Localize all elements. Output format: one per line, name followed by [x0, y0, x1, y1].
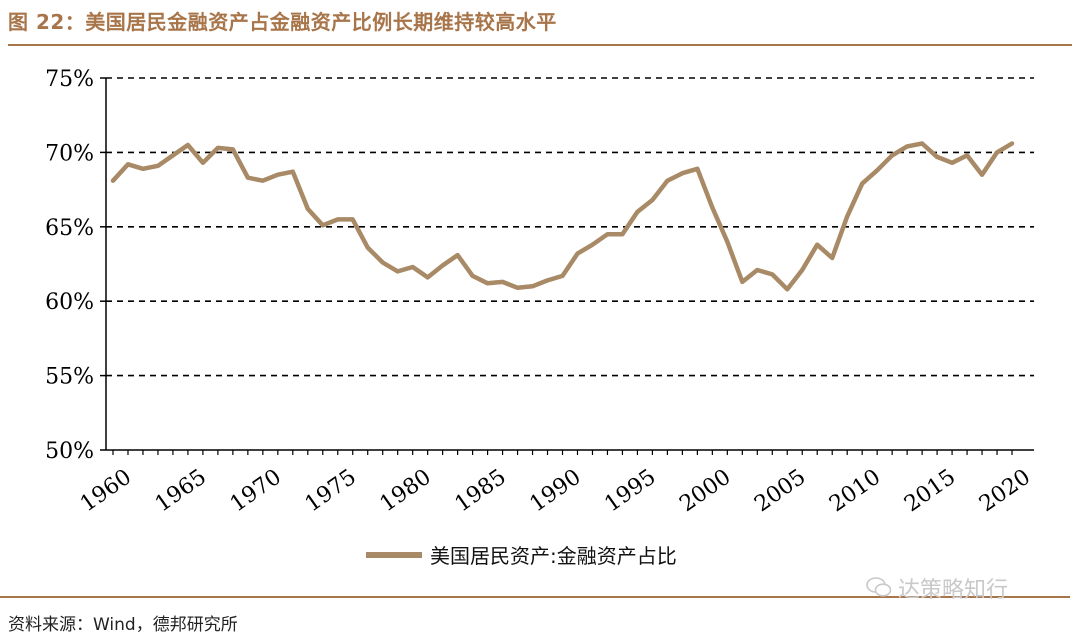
- x-tick-label: 1985: [451, 465, 511, 518]
- legend-swatch: [366, 551, 422, 558]
- x-tick-label: 1975: [301, 465, 361, 518]
- x-tick-label: 1995: [600, 465, 660, 518]
- source-note: 资料来源：Wind，德邦研究所: [8, 615, 238, 635]
- wechat-logo-icon: [866, 577, 892, 597]
- x-tick-label: 1970: [226, 465, 286, 518]
- legend-label: 美国居民资产:金融资产占比: [430, 544, 677, 568]
- x-tick-label: 2010: [825, 465, 885, 518]
- series-layer: [110, 141, 1015, 292]
- grid-lines: [106, 77, 1034, 377]
- y-tick-label: 60%: [45, 290, 94, 315]
- x-tick-label: 1990: [525, 465, 585, 518]
- x-tick-label: 1965: [151, 465, 211, 518]
- y-tick-label: 70%: [45, 141, 94, 166]
- x-tick-label: 2000: [675, 465, 735, 518]
- x-tick-label: 1980: [376, 465, 436, 518]
- title-rule: [8, 44, 1072, 46]
- x-tick-label: 2005: [750, 465, 810, 518]
- y-tick-label: 50%: [45, 439, 94, 464]
- series-line-0: [110, 141, 1015, 292]
- footer-rule: [0, 596, 1070, 598]
- x-tick-label: 2020: [975, 465, 1035, 518]
- figure-title: 图 22：美国居民金融资产占金融资产比例长期维持较高水平: [8, 10, 557, 34]
- y-tick-label: 75%: [45, 67, 94, 92]
- x-tick-label: 2015: [900, 465, 960, 518]
- y-tick-label: 55%: [45, 365, 94, 390]
- line-chart: 50%55%60%65%70%75% 1960 1965 1970 1975 1980 1…: [45, 67, 1035, 518]
- x-tick-labels: 1960 1965 1970 1975 1980 1985 1990 1995 2000 2005…: [76, 465, 1035, 518]
- y-tick-label: 65%: [45, 216, 94, 241]
- axes: [100, 77, 1034, 455]
- x-tick-label: 1960: [76, 465, 136, 518]
- y-tick-labels: 50% 55% 60% 65% 70% 75%: [45, 67, 94, 464]
- watermark: 达策略知行: [898, 578, 1009, 603]
- legend: 美国居民资产:金融资产占比: [366, 540, 677, 569]
